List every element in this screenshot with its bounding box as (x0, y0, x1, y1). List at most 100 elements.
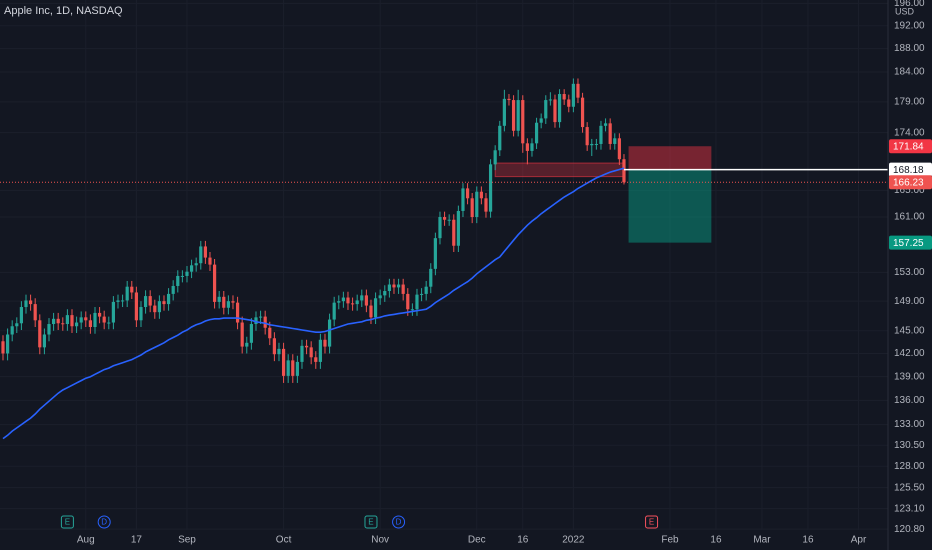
y-tick-label: 149.00 (894, 296, 925, 307)
y-tick-label: 123.10 (894, 503, 925, 514)
x-tick-label: 16 (710, 535, 722, 546)
y-tick-label: 145.00 (894, 325, 925, 336)
candle-body (1, 341, 5, 354)
event-marker (392, 515, 406, 529)
candle-body (544, 100, 548, 119)
target-price-tag: 157.25 (893, 238, 924, 249)
candle-body (180, 275, 184, 277)
candle-body (456, 210, 460, 246)
candle-body (125, 286, 129, 301)
candle-body (272, 338, 276, 355)
x-tick-label: Mar (753, 535, 771, 546)
candle-body (511, 100, 516, 131)
candle-body (332, 302, 336, 320)
candle-body (498, 125, 502, 151)
candle-body (116, 300, 120, 302)
x-tick-label: Feb (661, 535, 679, 546)
target-zone (628, 169, 712, 243)
y-tick-label: 125.50 (894, 482, 925, 493)
candle-body (33, 304, 37, 321)
moving-average-line (2, 167, 625, 440)
candle-body (369, 305, 373, 318)
candle-body (226, 301, 230, 308)
candle-body (65, 315, 69, 325)
candle-body (15, 323, 19, 327)
candle-body (47, 324, 51, 335)
candle-body (493, 150, 497, 165)
stop-price-tag-bg (889, 139, 932, 154)
x-tick-label: 16 (517, 535, 529, 546)
candle-body (84, 317, 88, 321)
candle-body (189, 265, 194, 272)
candle-body (337, 301, 341, 303)
candle-body (97, 312, 102, 317)
candle-body (300, 345, 304, 362)
x-tick-label: Oct (276, 535, 292, 546)
candle-body (93, 312, 97, 328)
y-tick-label: 165.00 (894, 185, 925, 196)
candle-body (406, 293, 410, 310)
candle-body (314, 357, 318, 362)
candle-body (608, 123, 612, 144)
x-tick-label: Aug (77, 535, 95, 546)
y-tick-label: 120.80 (894, 524, 925, 535)
y-tick-label: 174.00 (894, 127, 925, 138)
candle-body (461, 188, 465, 211)
x-tick-label: 16 (802, 535, 814, 546)
candle-body (134, 292, 138, 321)
y-tick-label: 196.00 (894, 0, 925, 9)
candle-body (254, 317, 258, 325)
event-label: D (101, 518, 107, 527)
candle-body (212, 264, 217, 302)
y-tick-label: 184.00 (894, 67, 925, 78)
candle-body (415, 294, 419, 310)
candle-body (42, 334, 46, 348)
candle-body (74, 322, 79, 327)
candle-body (203, 246, 207, 258)
candle-body (231, 301, 235, 303)
x-tick-label: Sep (178, 535, 196, 546)
candle-body (507, 98, 511, 101)
candle-body (346, 297, 350, 304)
candle-body (240, 322, 244, 347)
candle-body (107, 322, 111, 324)
candle-body (557, 94, 562, 123)
candle-body (148, 296, 152, 306)
event-marker (60, 515, 74, 529)
candle-body (162, 301, 166, 305)
candle-body (410, 309, 414, 311)
candle-body (19, 307, 23, 324)
candle-body (470, 198, 474, 218)
candle-body (475, 191, 479, 218)
candle-body (10, 326, 14, 335)
y-tick-label: 153.00 (894, 267, 925, 278)
candle-body (304, 345, 309, 348)
target-price-tag-bg (889, 235, 932, 250)
candle-body (157, 301, 161, 313)
candle-body (130, 286, 134, 293)
candle-body (378, 295, 382, 299)
candle-body (208, 257, 212, 265)
x-tick-label: Apr (851, 535, 867, 546)
candle-body (249, 324, 253, 343)
candle-body (51, 318, 56, 325)
candle-body (291, 360, 295, 376)
candle-body (143, 296, 148, 308)
candle-body (383, 291, 387, 296)
candle-body (268, 327, 272, 339)
x-tick-label: Dec (468, 535, 486, 546)
candle-body (617, 138, 621, 160)
stop-zone (628, 146, 712, 170)
candle-body (396, 284, 401, 288)
candle-body (176, 275, 180, 286)
candle-body (166, 293, 171, 305)
candle-body (355, 300, 359, 305)
y-tick-label: 179.00 (894, 97, 925, 108)
candle-body (392, 284, 396, 288)
candle-body (452, 219, 456, 246)
candle-body (185, 271, 189, 276)
x-tick-label: Nov (371, 535, 389, 546)
event-marker (364, 515, 378, 529)
candle-body (599, 125, 603, 144)
